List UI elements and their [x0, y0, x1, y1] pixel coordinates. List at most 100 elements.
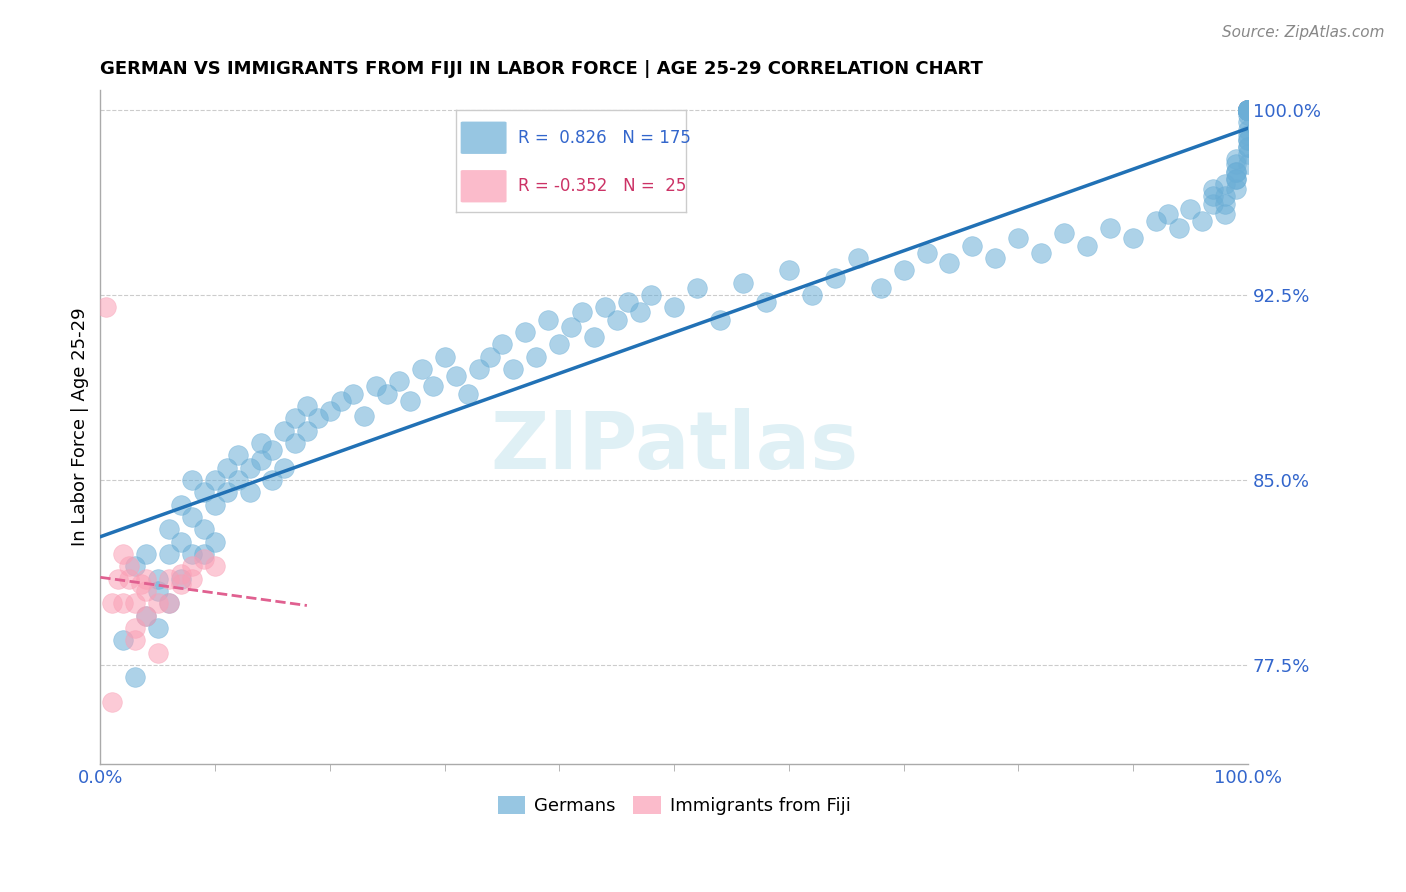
- Point: [1237, 103, 1260, 117]
- Point: [112, 633, 135, 648]
- Point: [1237, 103, 1260, 117]
- Point: [755, 295, 778, 310]
- Point: [1237, 103, 1260, 117]
- Point: [1237, 108, 1260, 122]
- Point: [226, 449, 249, 463]
- Point: [1237, 133, 1260, 147]
- Point: [181, 510, 204, 524]
- Point: [526, 350, 548, 364]
- Point: [1213, 189, 1236, 203]
- Point: [330, 394, 353, 409]
- Point: [962, 238, 984, 252]
- Point: [193, 547, 215, 561]
- Point: [1237, 103, 1260, 117]
- Point: [181, 572, 204, 586]
- Point: [388, 375, 411, 389]
- Point: [1237, 103, 1260, 117]
- Point: [170, 534, 193, 549]
- Point: [135, 572, 157, 586]
- Point: [686, 280, 709, 294]
- Point: [273, 460, 295, 475]
- Point: [1237, 103, 1260, 117]
- Point: [938, 256, 960, 270]
- Point: [1237, 103, 1260, 117]
- Point: [1237, 103, 1260, 117]
- Point: [170, 572, 193, 586]
- Point: [262, 473, 284, 487]
- Point: [375, 386, 398, 401]
- Point: [869, 280, 891, 294]
- Point: [181, 547, 204, 561]
- Point: [1237, 103, 1260, 117]
- Point: [468, 362, 491, 376]
- Point: [1099, 221, 1122, 235]
- Point: [1076, 238, 1098, 252]
- Point: [124, 621, 146, 635]
- Point: [479, 350, 502, 364]
- Point: [537, 312, 560, 326]
- Point: [226, 473, 249, 487]
- Point: [399, 394, 422, 409]
- Point: [1122, 231, 1144, 245]
- Point: [1237, 103, 1260, 117]
- Point: [118, 572, 141, 586]
- Point: [1237, 103, 1260, 117]
- Point: [181, 559, 204, 574]
- Point: [1237, 103, 1260, 117]
- Point: [204, 534, 226, 549]
- Point: [1237, 103, 1260, 117]
- Point: [1237, 103, 1260, 117]
- Point: [1237, 103, 1260, 117]
- Point: [1237, 103, 1260, 117]
- Point: [204, 473, 226, 487]
- Point: [112, 547, 135, 561]
- Point: [411, 362, 433, 376]
- Point: [709, 312, 731, 326]
- Point: [1202, 196, 1225, 211]
- Legend: Germans, Immigrants from Fiji: Germans, Immigrants from Fiji: [491, 789, 858, 822]
- Point: [1053, 227, 1076, 241]
- Point: [262, 443, 284, 458]
- Point: [124, 633, 146, 648]
- Point: [560, 320, 582, 334]
- Point: [1237, 103, 1260, 117]
- Text: ZIPatlas: ZIPatlas: [489, 409, 858, 486]
- Point: [1237, 103, 1260, 117]
- Point: [1237, 103, 1260, 117]
- Point: [1237, 103, 1260, 117]
- Point: [307, 411, 329, 425]
- Point: [1031, 246, 1053, 260]
- Point: [915, 246, 938, 260]
- Text: GERMAN VS IMMIGRANTS FROM FIJI IN LABOR FORCE | AGE 25-29 CORRELATION CHART: GERMAN VS IMMIGRANTS FROM FIJI IN LABOR …: [100, 60, 983, 78]
- Point: [628, 305, 651, 319]
- Point: [606, 312, 628, 326]
- Point: [1237, 103, 1260, 117]
- Point: [1237, 115, 1260, 129]
- Point: [118, 559, 141, 574]
- Point: [1202, 182, 1225, 196]
- Point: [1237, 103, 1260, 117]
- Point: [215, 485, 238, 500]
- Point: [444, 369, 467, 384]
- Point: [146, 572, 169, 586]
- Point: [170, 576, 193, 591]
- Point: [1237, 103, 1260, 117]
- Point: [893, 263, 915, 277]
- Point: [1237, 157, 1260, 171]
- Point: [1237, 103, 1260, 117]
- Point: [513, 325, 536, 339]
- Point: [617, 295, 640, 310]
- Point: [124, 670, 146, 684]
- Point: [1237, 103, 1260, 117]
- Point: [1225, 172, 1247, 186]
- Point: [1237, 103, 1260, 117]
- Point: [1237, 103, 1260, 117]
- Point: [1237, 103, 1260, 117]
- Point: [1225, 164, 1247, 178]
- Point: [1237, 103, 1260, 117]
- Point: [1237, 103, 1260, 117]
- Point: [1237, 122, 1260, 136]
- Point: [1237, 128, 1260, 142]
- Point: [1237, 140, 1260, 154]
- Point: [1237, 103, 1260, 117]
